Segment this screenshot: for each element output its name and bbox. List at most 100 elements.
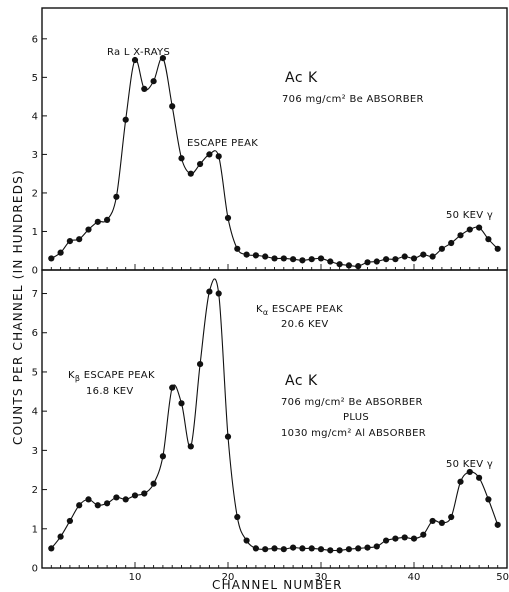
- bottom-y-tick-label: 2: [32, 485, 38, 496]
- bottom-data-point: [410, 535, 418, 542]
- x-tick-label: 20: [222, 572, 235, 583]
- top-data-point: [187, 170, 194, 177]
- bottom-data-point: [66, 517, 73, 525]
- top-data-point: [280, 255, 287, 262]
- top-data-point: [466, 226, 473, 233]
- top-data-point: [66, 238, 73, 245]
- top-data-point: [476, 224, 483, 231]
- top-y-tick-label: 1: [32, 227, 38, 238]
- top-y-tick-label: 5: [32, 73, 38, 84]
- bottom-data-point: [197, 361, 204, 368]
- top-data-point: [383, 256, 390, 263]
- x-tick-label: 40: [408, 572, 421, 583]
- bottom-data-point: [234, 513, 241, 521]
- bottom-data-point: [243, 537, 250, 544]
- bottom-data-point: [122, 496, 129, 503]
- bottom-y-tick-label: 0: [32, 564, 38, 575]
- annotation-escape-peak: ESCAPE PEAK: [187, 138, 258, 149]
- top-data-point: [215, 153, 222, 160]
- top-y-tick-label: 2: [32, 188, 38, 199]
- top-data-point: [76, 236, 83, 243]
- x-tick-label: 10: [129, 572, 142, 583]
- top-data-point: [308, 256, 315, 263]
- top-data-point: [373, 258, 380, 265]
- x-axis-title: CHANNEL NUMBER: [212, 578, 343, 592]
- bottom-panel-y-axis: 0 1 2 3 4 5 6 7: [32, 289, 499, 575]
- bottom-data-point: [299, 545, 306, 552]
- bottom-data-point: [187, 443, 194, 450]
- top-data-point: [141, 85, 148, 93]
- top-data-point: [252, 252, 259, 259]
- bottom-data-point: [252, 545, 259, 552]
- bottom-data-point: [355, 545, 362, 552]
- bottom-data-point: [401, 534, 408, 541]
- top-panel-series: [48, 54, 501, 270]
- annotation-absorber-bottom: 706 mg/cm² Be ABSORBER: [281, 397, 423, 408]
- annotation-ka-escape: Kα ESCAPE PEAK: [256, 304, 343, 317]
- bottom-data-point: [392, 535, 399, 542]
- bottom-y-tick-label: 1: [32, 524, 38, 535]
- bottom-data-point: [159, 453, 166, 460]
- bottom-data-point: [150, 480, 157, 487]
- x-axis: 10 20 30 40 50: [129, 572, 509, 583]
- bottom-data-point: [76, 502, 83, 509]
- bottom-data-point: [457, 478, 464, 485]
- bottom-data-point: [494, 521, 501, 528]
- top-data-point: [345, 262, 352, 269]
- bottom-data-point: [345, 546, 352, 553]
- top-data-point: [438, 245, 445, 252]
- bottom-y-tick-label: 3: [32, 446, 38, 457]
- bottom-panel-series: [48, 278, 501, 554]
- bottom-data-point: [113, 494, 120, 501]
- top-data-point: [178, 155, 185, 162]
- bottom-data-point: [327, 547, 334, 554]
- bottom-data-point: [280, 546, 287, 553]
- top-series-line: [51, 57, 499, 267]
- top-data-point: [159, 54, 166, 62]
- top-data-point: [224, 214, 232, 222]
- annotation-ra-l-xrays: Ra L X-RAYS: [107, 47, 170, 58]
- top-data-point: [401, 253, 408, 260]
- top-data-point: [206, 151, 213, 158]
- bottom-data-point: [485, 496, 492, 503]
- top-data-point: [299, 257, 306, 264]
- top-data-point: [104, 216, 111, 224]
- top-data-point: [131, 56, 139, 64]
- top-data-point: [94, 218, 101, 225]
- bottom-data-point: [383, 537, 390, 544]
- bottom-data-point: [178, 400, 185, 407]
- bottom-data-point: [438, 519, 445, 527]
- annotation-kb-energy: 16.8 KEV: [86, 386, 134, 397]
- bottom-data-point: [131, 492, 139, 499]
- bottom-data-point: [94, 502, 101, 509]
- top-data-point: [336, 261, 343, 268]
- bottom-data-point: [271, 545, 278, 552]
- bottom-data-point: [373, 543, 380, 550]
- annotation-source-top: Ac K: [285, 70, 318, 86]
- bottom-y-tick-label: 5: [32, 367, 38, 378]
- bottom-y-tick-label: 7: [32, 289, 38, 300]
- top-data-point: [113, 193, 120, 200]
- top-data-point: [290, 256, 297, 263]
- top-data-point: [420, 251, 427, 258]
- bottom-data-point: [169, 384, 176, 391]
- top-data-point: [48, 255, 55, 262]
- bottom-data-point: [57, 533, 64, 540]
- top-data-point: [327, 258, 334, 265]
- x-tick-label: 30: [315, 572, 328, 583]
- annotation-absorber-top: 706 mg/cm² Be ABSORBER: [282, 94, 424, 105]
- bottom-data-point: [466, 468, 473, 476]
- bottom-data-point: [308, 545, 315, 552]
- top-data-point: [485, 236, 492, 243]
- annotation-50kev-top: 50 KEV γ: [446, 210, 493, 221]
- top-y-tick-label: 4: [32, 111, 38, 122]
- bottom-data-point: [317, 546, 325, 553]
- top-data-point: [271, 255, 278, 262]
- top-data-point: [448, 239, 455, 247]
- annotation-kb-escape: Kβ ESCAPE PEAK: [68, 370, 155, 383]
- annotation-50kev-bottom: 50 KEV γ: [446, 459, 493, 470]
- bottom-y-tick-label: 4: [32, 407, 38, 418]
- top-data-point: [392, 256, 399, 263]
- bottom-data-point: [48, 545, 55, 552]
